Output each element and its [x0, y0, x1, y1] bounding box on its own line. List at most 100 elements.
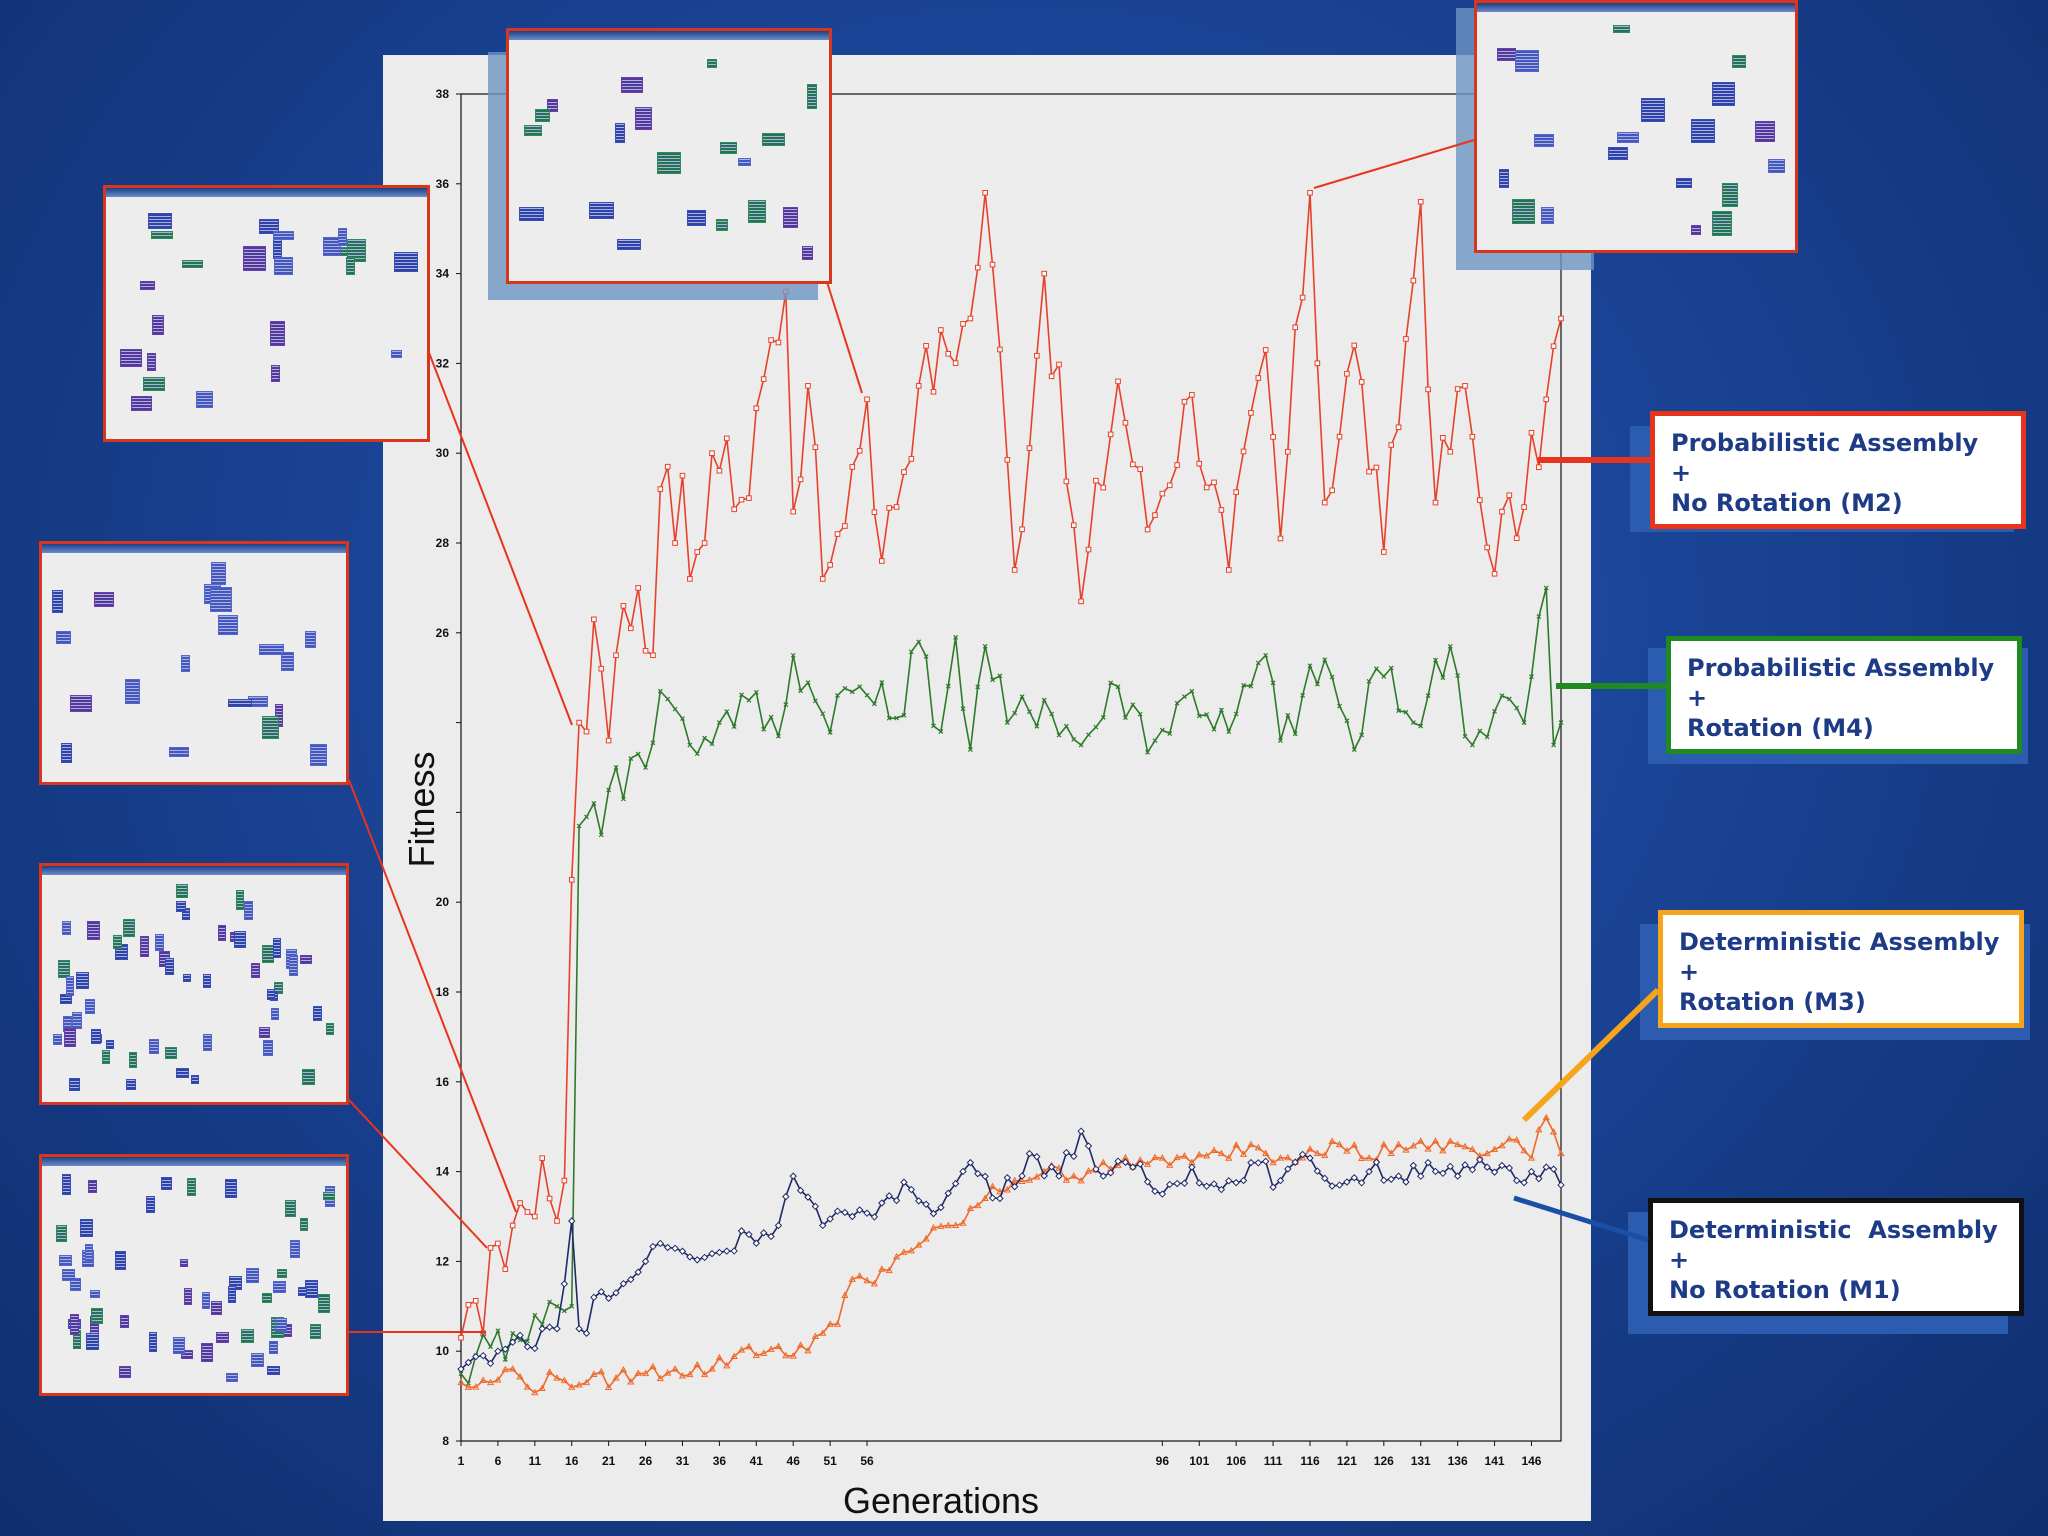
data-point [1543, 396, 1550, 403]
thumbnail-block [547, 98, 558, 112]
data-point [1366, 678, 1372, 684]
data-point [576, 823, 582, 829]
data-point [598, 665, 605, 672]
thumbnail-block [310, 1323, 322, 1339]
y-tick-label: 16 [436, 1075, 450, 1089]
data-point [1152, 738, 1158, 743]
data-point [693, 1256, 701, 1264]
thumbnail-block [346, 256, 356, 275]
data-point [604, 1294, 613, 1302]
data-point [901, 469, 907, 475]
data-point [1093, 724, 1099, 730]
thumbnail-block [61, 920, 71, 935]
thumbnail-block [534, 109, 550, 123]
data-point [842, 523, 848, 529]
data-point [805, 680, 811, 686]
data-point [1143, 1178, 1152, 1186]
data-point [1476, 1156, 1484, 1164]
y-tick-label: 36 [436, 177, 450, 191]
data-point [1180, 1179, 1189, 1187]
thumbnail-block [181, 259, 203, 268]
y-tick-label: 38 [436, 87, 450, 101]
thumbnail-block [181, 1349, 194, 1359]
data-point [1100, 484, 1107, 491]
data-point [945, 683, 951, 689]
data-point [944, 1221, 952, 1229]
thumbnail-block [218, 615, 239, 636]
data-point [1358, 1154, 1366, 1162]
data-point [1254, 1159, 1263, 1167]
data-point [1055, 1172, 1063, 1180]
data-point [1144, 526, 1151, 533]
data-point [532, 1213, 538, 1220]
data-point [1513, 1136, 1521, 1143]
x-tick-label: 96 [1156, 1454, 1170, 1468]
data-point [959, 1167, 967, 1176]
data-point [1114, 1157, 1122, 1165]
data-point [620, 796, 626, 802]
thumbnail-block [302, 1068, 316, 1085]
data-point [479, 1376, 487, 1383]
thumbnail-block [80, 1218, 94, 1237]
data-point [598, 832, 604, 838]
thumbnail-titlebar [106, 188, 427, 197]
data-point [908, 456, 915, 462]
legend-m4-line3: Rotation (M4) [1687, 714, 1874, 742]
data-point [796, 1341, 805, 1348]
data-point [693, 1360, 701, 1368]
data-point [1321, 1174, 1329, 1183]
thumbnail-block [176, 900, 187, 912]
data-point [716, 720, 722, 726]
data-point [547, 1299, 553, 1305]
x-tick-label: 16 [565, 1454, 579, 1468]
thumbnail-block [70, 694, 93, 712]
data-point [680, 716, 685, 721]
data-point [878, 1199, 886, 1207]
data-point [997, 346, 1003, 353]
data-point [1557, 1181, 1565, 1189]
thumbnail-block [393, 251, 418, 272]
data-point [582, 1378, 591, 1386]
data-point [1431, 1167, 1440, 1176]
data-point [1446, 1162, 1454, 1171]
data-point [1410, 277, 1417, 284]
data-point [907, 1185, 916, 1194]
data-point [1328, 1137, 1336, 1144]
data-point [1158, 1154, 1166, 1161]
data-point [1277, 535, 1284, 542]
data-point [1498, 1161, 1506, 1170]
data-point [708, 1365, 716, 1372]
thumbnail-block [1515, 50, 1540, 73]
data-point [1204, 712, 1210, 717]
data-point [1070, 522, 1077, 529]
data-point [1063, 478, 1070, 485]
data-point [997, 673, 1003, 679]
data-point [486, 1359, 495, 1368]
data-point [967, 315, 974, 322]
data-point [591, 616, 597, 623]
data-point [1476, 497, 1483, 503]
thumbnail-block [782, 207, 798, 229]
data-point [774, 1221, 783, 1230]
data-point [768, 337, 774, 343]
data-point [590, 1370, 598, 1377]
thumbnail-block [258, 218, 279, 234]
thumbnail-block [125, 678, 141, 704]
data-point [1499, 508, 1505, 515]
thumbnail-block [275, 1317, 288, 1332]
thumbnail-block [617, 238, 641, 250]
data-point [1107, 431, 1114, 438]
thumbnail-block [72, 1012, 83, 1030]
data-point [1490, 1145, 1499, 1152]
screenshot-thumbnail-left-4 [39, 1154, 349, 1396]
thumbnail-block [147, 353, 157, 372]
data-point [1285, 448, 1291, 455]
thumbnail-block [615, 123, 626, 144]
thumbnail-block [139, 935, 149, 957]
thumbnail-block [1691, 225, 1702, 236]
data-point [1468, 1145, 1477, 1153]
data-point [915, 383, 922, 389]
data-point [937, 1222, 945, 1229]
thumbnail-block [261, 1293, 272, 1304]
data-point [1306, 1154, 1314, 1162]
